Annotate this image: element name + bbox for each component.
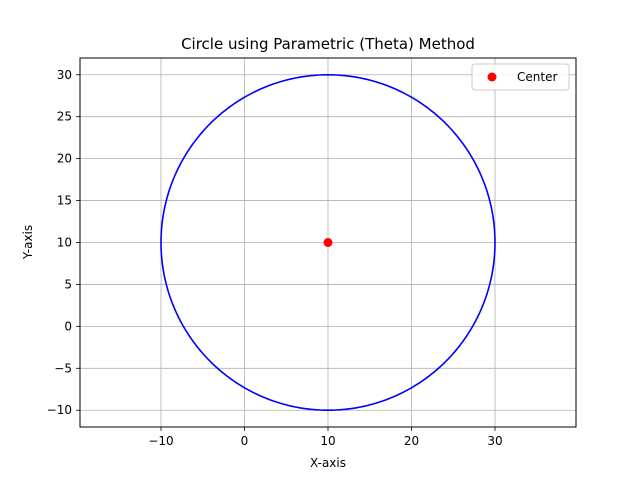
center-point — [323, 238, 333, 247]
x-tick-label: −10 — [148, 434, 173, 448]
legend-label-center: Center — [517, 70, 557, 84]
y-axis-label: Y-axis — [21, 225, 35, 260]
x-axis-label: X-axis — [310, 456, 346, 470]
circle-line — [160, 73, 496, 412]
y-tick-label: 5 — [64, 277, 72, 291]
legend-marker-center — [487, 72, 497, 82]
plot-area — [160, 73, 496, 412]
x-tick-label: 20 — [404, 434, 419, 448]
x-tick-label: 10 — [320, 434, 335, 448]
y-tick-label: 20 — [57, 152, 72, 166]
legend: Center — [471, 63, 570, 91]
y-tick-label: 10 — [57, 236, 72, 250]
y-axis-ticks: −10 −5 0 5 10 15 20 25 30 — [47, 68, 80, 417]
y-tick-label: 30 — [57, 68, 72, 82]
chart-title: Circle using Parametric (Theta) Method — [181, 35, 475, 53]
y-tick-label: −10 — [47, 403, 72, 417]
x-tick-label: 30 — [487, 434, 502, 448]
legend-box — [471, 63, 570, 91]
x-axis-ticks: −10 0 10 20 30 — [148, 427, 503, 448]
y-tick-label: 0 — [64, 319, 72, 333]
y-tick-label: 25 — [57, 110, 72, 124]
y-tick-label: 15 — [57, 194, 72, 208]
x-tick-label: 0 — [241, 434, 249, 448]
y-tick-label: −5 — [54, 361, 72, 375]
